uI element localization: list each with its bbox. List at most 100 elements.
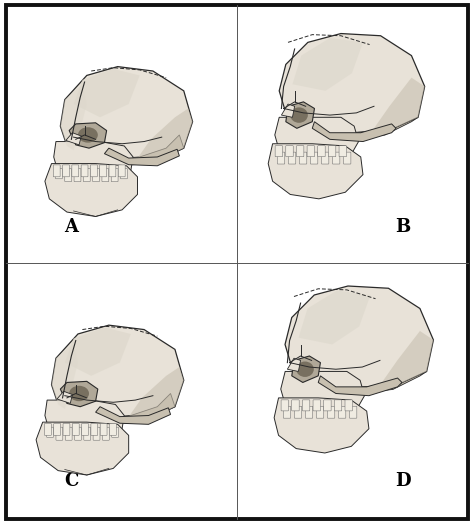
FancyBboxPatch shape — [102, 427, 109, 440]
Polygon shape — [65, 328, 131, 376]
Polygon shape — [60, 84, 87, 150]
FancyBboxPatch shape — [45, 423, 51, 435]
Polygon shape — [60, 381, 98, 407]
FancyBboxPatch shape — [73, 423, 79, 435]
FancyBboxPatch shape — [324, 400, 331, 411]
FancyBboxPatch shape — [316, 406, 324, 418]
Polygon shape — [57, 391, 73, 403]
Polygon shape — [312, 122, 396, 141]
FancyBboxPatch shape — [307, 146, 315, 157]
FancyBboxPatch shape — [81, 165, 88, 177]
FancyBboxPatch shape — [277, 152, 285, 164]
FancyBboxPatch shape — [318, 146, 325, 157]
FancyBboxPatch shape — [275, 146, 283, 157]
Polygon shape — [274, 398, 369, 453]
Polygon shape — [135, 108, 192, 163]
Ellipse shape — [69, 386, 89, 401]
FancyBboxPatch shape — [281, 400, 289, 411]
FancyBboxPatch shape — [93, 427, 100, 440]
FancyBboxPatch shape — [109, 165, 116, 177]
FancyBboxPatch shape — [65, 427, 72, 440]
Text: C: C — [64, 473, 79, 490]
Polygon shape — [268, 144, 363, 199]
Polygon shape — [292, 367, 427, 394]
Text: A: A — [64, 219, 78, 236]
Polygon shape — [58, 394, 175, 424]
FancyBboxPatch shape — [286, 146, 293, 157]
Polygon shape — [67, 135, 184, 166]
FancyBboxPatch shape — [120, 169, 128, 179]
FancyBboxPatch shape — [339, 146, 346, 157]
FancyBboxPatch shape — [100, 423, 107, 435]
FancyBboxPatch shape — [46, 427, 54, 438]
FancyBboxPatch shape — [334, 400, 342, 411]
FancyBboxPatch shape — [345, 400, 353, 411]
Polygon shape — [318, 376, 402, 396]
Polygon shape — [382, 331, 433, 385]
FancyBboxPatch shape — [302, 400, 310, 411]
FancyBboxPatch shape — [292, 400, 299, 411]
FancyBboxPatch shape — [294, 406, 302, 418]
FancyBboxPatch shape — [321, 152, 329, 164]
Polygon shape — [36, 422, 128, 475]
FancyBboxPatch shape — [300, 152, 307, 164]
FancyBboxPatch shape — [349, 406, 357, 418]
Ellipse shape — [78, 127, 98, 143]
FancyBboxPatch shape — [55, 169, 62, 179]
FancyBboxPatch shape — [305, 406, 313, 418]
FancyBboxPatch shape — [109, 423, 116, 435]
Text: D: D — [395, 473, 410, 490]
Polygon shape — [285, 286, 433, 387]
Polygon shape — [299, 290, 371, 344]
Polygon shape — [292, 38, 363, 91]
Polygon shape — [127, 367, 184, 422]
FancyBboxPatch shape — [84, 427, 91, 440]
FancyBboxPatch shape — [296, 146, 304, 157]
FancyBboxPatch shape — [74, 427, 82, 440]
Polygon shape — [292, 356, 320, 383]
FancyBboxPatch shape — [283, 406, 291, 418]
Polygon shape — [45, 400, 124, 444]
Polygon shape — [286, 102, 314, 128]
FancyBboxPatch shape — [100, 165, 107, 177]
FancyBboxPatch shape — [72, 165, 79, 177]
Ellipse shape — [290, 107, 308, 123]
Polygon shape — [96, 407, 171, 424]
FancyBboxPatch shape — [91, 165, 97, 177]
Polygon shape — [66, 133, 81, 145]
FancyBboxPatch shape — [112, 427, 118, 438]
Polygon shape — [286, 113, 418, 139]
Polygon shape — [69, 123, 107, 148]
FancyBboxPatch shape — [83, 169, 90, 182]
Text: B: B — [395, 219, 410, 236]
Ellipse shape — [296, 362, 314, 377]
FancyBboxPatch shape — [328, 146, 336, 157]
FancyBboxPatch shape — [288, 152, 296, 164]
FancyBboxPatch shape — [65, 169, 72, 182]
FancyBboxPatch shape — [74, 169, 81, 182]
FancyBboxPatch shape — [91, 423, 98, 435]
FancyBboxPatch shape — [82, 423, 89, 435]
Polygon shape — [45, 163, 137, 216]
FancyBboxPatch shape — [328, 406, 335, 418]
Polygon shape — [282, 104, 295, 117]
Polygon shape — [275, 117, 358, 161]
FancyBboxPatch shape — [332, 152, 340, 164]
Polygon shape — [374, 78, 425, 130]
FancyBboxPatch shape — [56, 427, 63, 440]
FancyBboxPatch shape — [63, 423, 70, 435]
FancyBboxPatch shape — [102, 169, 109, 182]
Polygon shape — [104, 148, 179, 166]
FancyBboxPatch shape — [54, 423, 61, 435]
Polygon shape — [279, 34, 425, 133]
FancyBboxPatch shape — [63, 165, 69, 177]
Polygon shape — [52, 325, 184, 424]
Polygon shape — [73, 69, 140, 117]
Polygon shape — [54, 141, 133, 185]
FancyBboxPatch shape — [111, 169, 118, 182]
FancyBboxPatch shape — [310, 152, 318, 164]
FancyBboxPatch shape — [92, 169, 100, 182]
FancyBboxPatch shape — [53, 165, 60, 177]
Polygon shape — [60, 67, 192, 166]
Polygon shape — [281, 372, 365, 416]
